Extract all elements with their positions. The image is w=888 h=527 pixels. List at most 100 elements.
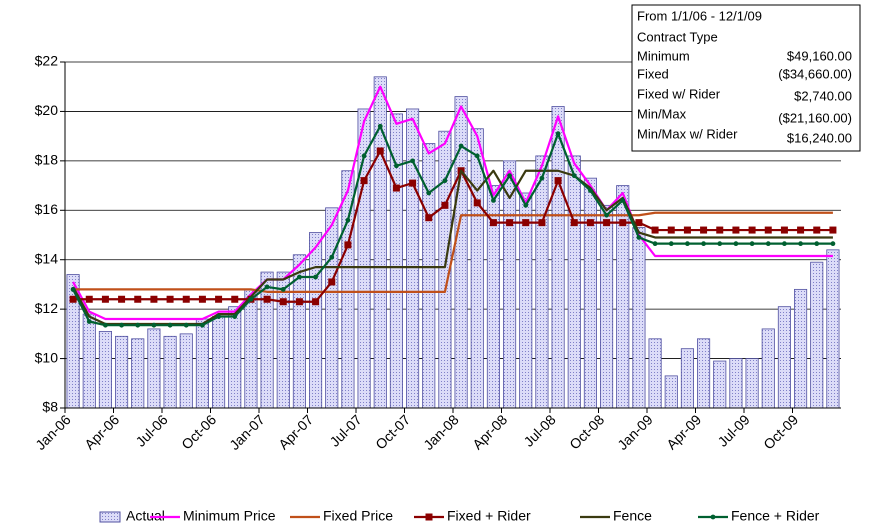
line-marker [652, 241, 658, 247]
line-marker [263, 295, 271, 303]
x-tick-label: Jul-08 [520, 411, 558, 449]
x-tick-label: Apr-09 [663, 411, 704, 452]
line-marker [748, 226, 756, 234]
line-marker [717, 241, 723, 247]
line-marker [523, 202, 529, 208]
line-marker [765, 241, 771, 247]
line-marker [279, 298, 287, 306]
line-marker [232, 314, 238, 319]
line-marker [539, 175, 545, 181]
line-marker [410, 158, 415, 164]
line-marker [119, 322, 124, 328]
line-marker [377, 123, 383, 129]
line-marker [85, 295, 93, 303]
line-marker [329, 254, 335, 260]
line-marker [797, 226, 805, 234]
y-tick-label: $18 [35, 152, 59, 168]
bar [163, 335, 177, 409]
line-marker [103, 322, 108, 328]
line-marker [360, 177, 368, 185]
line-marker [151, 322, 157, 328]
line-marker [538, 219, 546, 227]
bar [777, 306, 791, 409]
bar [761, 328, 775, 409]
line-marker [183, 322, 189, 328]
line-marker [280, 286, 286, 292]
bar [697, 338, 711, 409]
x-tick-label: Jul-07 [326, 411, 364, 449]
line-marker [683, 226, 691, 234]
series-line [73, 149, 833, 303]
line-marker [798, 241, 803, 247]
x-tick-label: Oct-08 [566, 411, 607, 452]
line-marker [392, 184, 400, 192]
line-marker [489, 219, 497, 227]
bar [179, 333, 193, 409]
bar [406, 108, 420, 409]
line-marker [620, 198, 626, 203]
line-marker [134, 295, 142, 303]
bar [794, 288, 808, 409]
bar [551, 106, 565, 409]
x-tick-label: Jul-09 [714, 411, 752, 449]
info-box-title: From 1/1/06 - 12/1/09 [637, 8, 762, 23]
line-marker [586, 219, 594, 227]
bar [228, 306, 242, 409]
bar [325, 207, 339, 409]
y-tick-label: $16 [35, 201, 59, 217]
series-line [72, 169, 833, 326]
line-marker [216, 314, 221, 319]
line-marker [312, 298, 320, 306]
legend-label: Fence + Rider [731, 508, 820, 524]
info-box-label: Fixed w/ Rider [637, 86, 721, 101]
line-marker [588, 188, 593, 193]
info-box-label: Min/Max w/ Rider [637, 126, 738, 141]
line-marker [441, 201, 449, 209]
legend-label: Fixed Price [323, 508, 393, 524]
info-box-label: Minimum [637, 48, 690, 63]
x-tick-label: Oct-07 [372, 411, 413, 452]
x-tick-label: Oct-06 [178, 411, 219, 452]
line-marker [166, 295, 174, 303]
line-marker [198, 295, 206, 303]
line-marker [604, 212, 609, 218]
line-marker [780, 226, 788, 234]
bar [567, 155, 581, 409]
bar [82, 313, 96, 409]
line-marker [182, 295, 190, 303]
y-tick-label: $14 [35, 250, 59, 266]
line-marker [70, 286, 76, 292]
info-box-value: $16,240.00 [787, 130, 852, 145]
bar [115, 335, 129, 409]
line-marker [764, 226, 772, 234]
info-box-label: Min/Max [637, 106, 687, 121]
line-marker [636, 235, 642, 240]
line-marker [635, 219, 643, 227]
line-marker [426, 190, 432, 196]
bar [664, 375, 678, 409]
bar [131, 338, 145, 409]
line-marker [554, 177, 562, 185]
line-marker [813, 226, 821, 234]
info-box-value: ($21,160.00) [778, 110, 852, 125]
line-marker [619, 219, 627, 227]
bar [454, 96, 468, 409]
line-marker [376, 147, 384, 155]
line-marker [231, 295, 239, 303]
x-tick-label: Jan-06 [32, 411, 74, 453]
legend-label: Minimum Price [183, 508, 276, 524]
bar [535, 155, 549, 409]
line-marker [667, 226, 675, 234]
bar [195, 318, 209, 409]
line-marker [814, 241, 820, 247]
series-line [73, 211, 833, 293]
line-marker [685, 241, 690, 247]
line-marker [361, 153, 367, 159]
legend-swatch [99, 511, 121, 523]
line-marker [732, 226, 740, 234]
line-marker [394, 163, 399, 169]
line-marker [215, 295, 223, 303]
line-marker [425, 214, 433, 222]
